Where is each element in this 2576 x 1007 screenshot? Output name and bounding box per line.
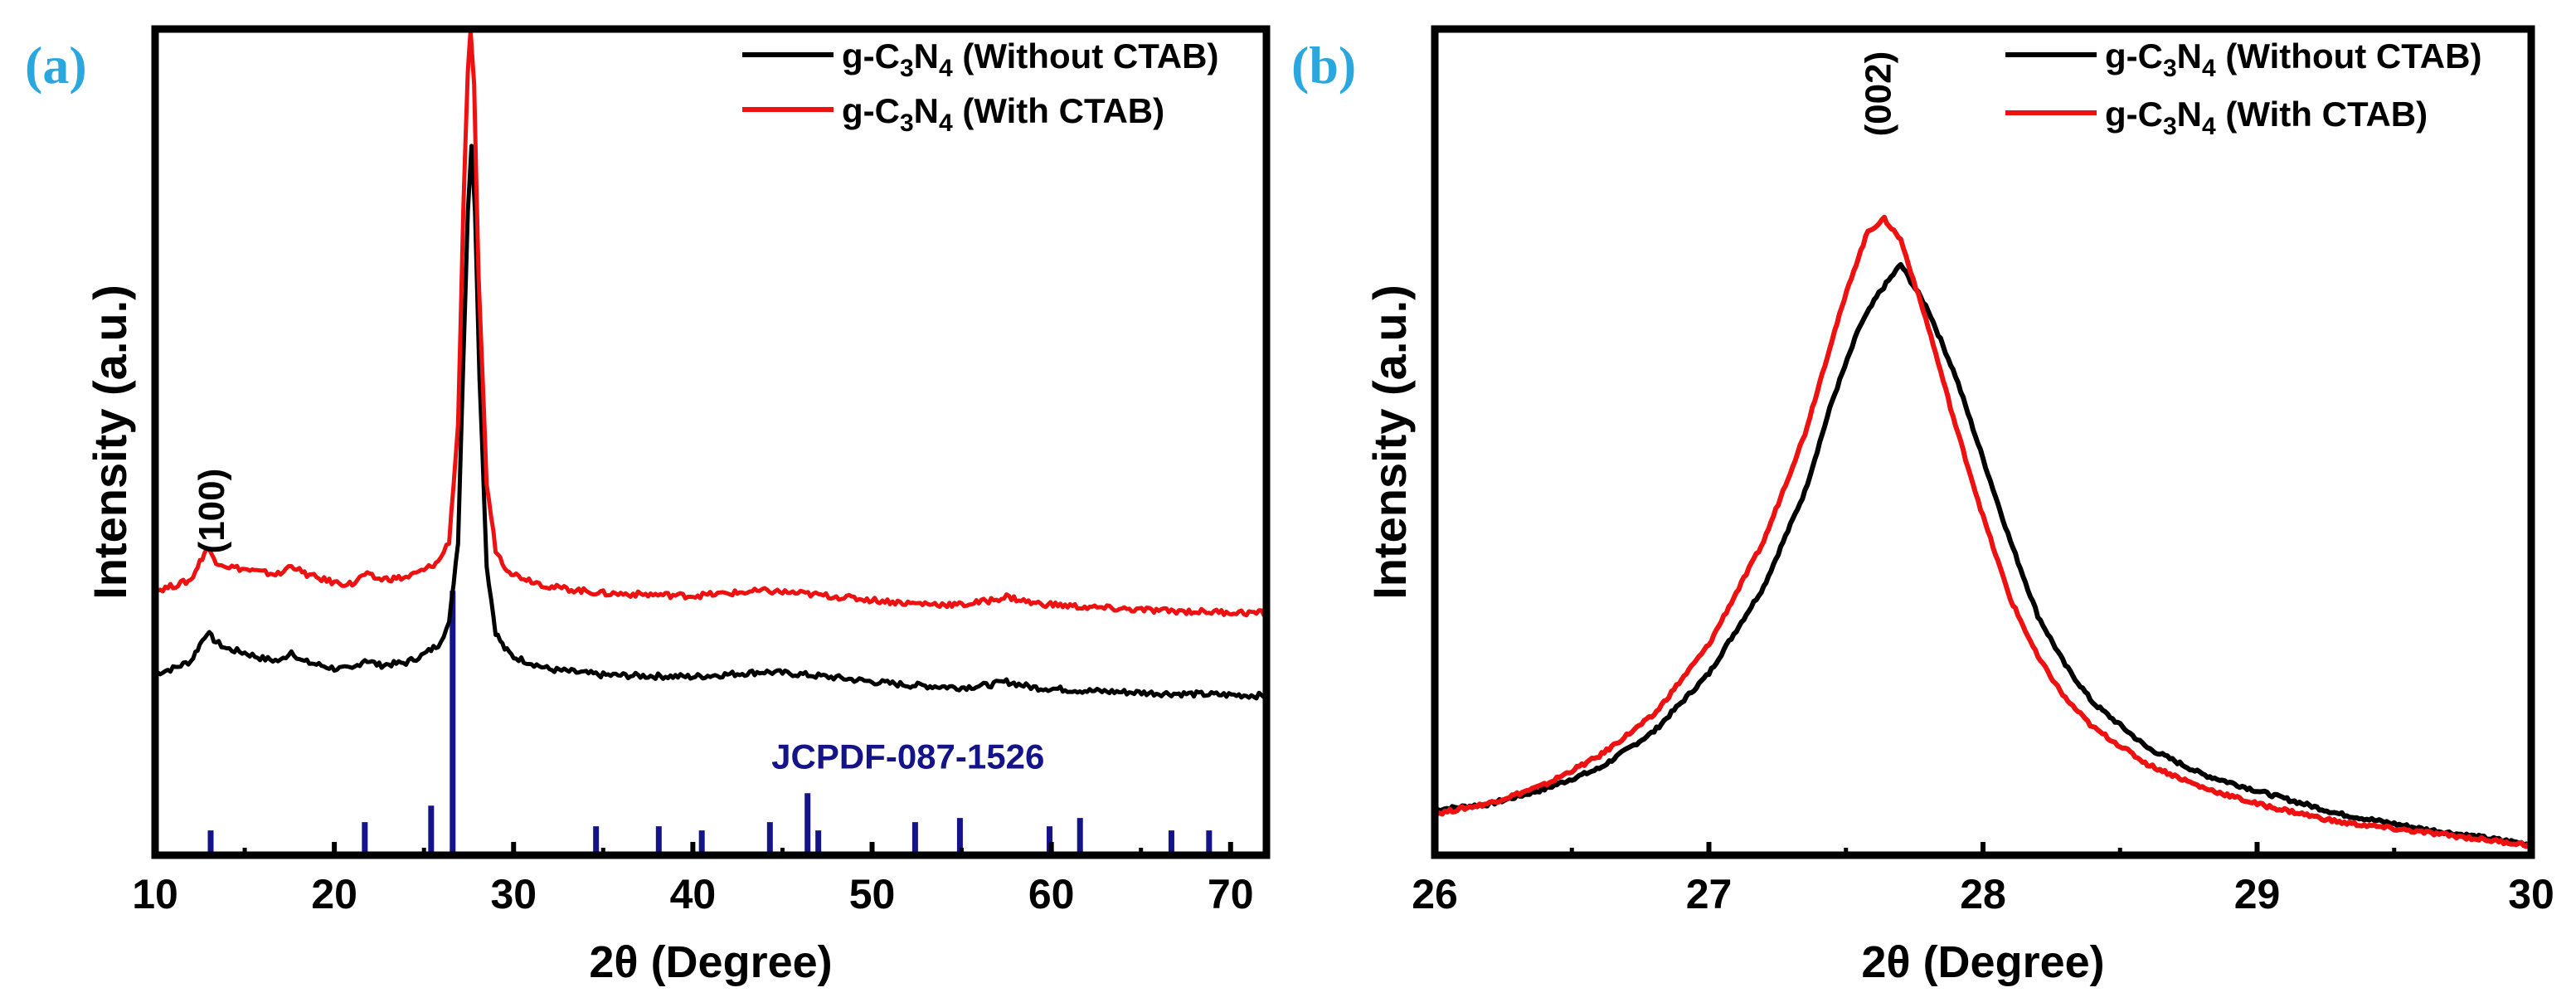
annotation-002: (002) bbox=[1858, 51, 1898, 137]
x-tick-label-60: 60 bbox=[1028, 871, 1075, 917]
x-tick-label-27: 27 bbox=[1686, 871, 1733, 917]
x-tick-label-26: 26 bbox=[1412, 871, 1458, 917]
legend-a-with-label: g-C3N4 (With CTAB) bbox=[842, 91, 1164, 137]
x-tick-label-40: 40 bbox=[670, 871, 717, 917]
panel-b-y-label: Intensity (a.u.) bbox=[1363, 285, 1416, 600]
x-tick-label-70: 70 bbox=[1208, 871, 1254, 917]
panel-a: (a) 10 20 30 40 50 60 70 2θ (Degree) Intensity… bbox=[25, 25, 1271, 987]
series-line-with-ctab bbox=[1433, 214, 2533, 849]
series-line-with-ctab bbox=[153, 28, 1268, 618]
panel-a-letter: (a) bbox=[25, 36, 87, 95]
panel-a-series bbox=[153, 28, 1268, 701]
panel-b-letter: (b) bbox=[1291, 36, 1356, 95]
x-tick-label-28: 28 bbox=[1960, 871, 2006, 917]
annotation-reference-label: JCPDF-087-1526 bbox=[771, 737, 1044, 776]
panel-b: (b) 26 27 28 29 30 2θ (Degree) Intensity (a.… bbox=[1291, 25, 2554, 987]
series-line-without-ctab bbox=[154, 144, 1268, 701]
x-tick-label-20: 20 bbox=[311, 871, 357, 917]
legend-a-without-label: g-C3N4 (Without CTAB) bbox=[842, 36, 1218, 82]
series-line-without-ctab bbox=[1434, 261, 2532, 848]
panel-a-y-label: Intensity (a.u.) bbox=[84, 285, 136, 600]
x-tick-label-30: 30 bbox=[490, 871, 537, 917]
panel-a-x-label: 2θ (Degree) bbox=[589, 937, 832, 987]
panel-b-legend: g-C3N4 (Without CTAB) g-C3N4 (With CTAB) bbox=[2005, 36, 2481, 140]
x-tick-label-50: 50 bbox=[849, 871, 896, 917]
x-tick-label-29: 29 bbox=[2234, 871, 2281, 917]
panel-b-x-label: 2θ (Degree) bbox=[1861, 937, 2104, 987]
legend-b-with-label: g-C3N4 (With CTAB) bbox=[2105, 95, 2428, 140]
x-tick-label-30: 30 bbox=[2508, 871, 2554, 917]
legend-b-without-label: g-C3N4 (Without CTAB) bbox=[2105, 36, 2481, 82]
panel-a-legend: g-C3N4 (Without CTAB) g-C3N4 (With CTAB) bbox=[742, 36, 1218, 137]
panel-a-frame bbox=[151, 25, 1271, 859]
panel-b-annotations: (002) bbox=[1858, 51, 1898, 137]
panel-a-annotations: (100)(002)JCPDF-087-1526 bbox=[192, 469, 1044, 776]
panel-a-x-ticks: 10 20 30 40 50 60 70 bbox=[132, 842, 1254, 917]
annotation-100: (100) bbox=[192, 469, 232, 554]
x-tick-label-10: 10 bbox=[132, 871, 178, 917]
panel-a-reference-lines bbox=[207, 591, 1213, 855]
panel-b-x-ticks: 26 27 28 29 30 bbox=[1412, 842, 2554, 917]
panel-b-series bbox=[1433, 214, 2533, 849]
